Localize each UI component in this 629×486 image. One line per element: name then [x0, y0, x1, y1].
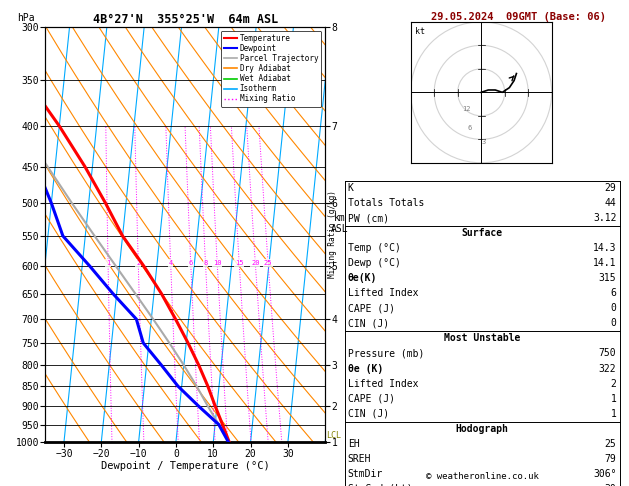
Text: Most Unstable: Most Unstable — [444, 333, 520, 344]
X-axis label: Dewpoint / Temperature (°C): Dewpoint / Temperature (°C) — [101, 461, 270, 471]
Text: 322: 322 — [599, 364, 616, 374]
Text: θe(K): θe(K) — [348, 273, 377, 283]
Text: K: K — [348, 183, 353, 193]
Text: 2: 2 — [611, 379, 616, 389]
Text: PW (cm): PW (cm) — [348, 213, 389, 224]
Text: Temp (°C): Temp (°C) — [348, 243, 401, 253]
Text: EH: EH — [348, 439, 360, 449]
Text: 3.12: 3.12 — [593, 213, 616, 224]
Text: 79: 79 — [604, 454, 616, 464]
Text: 10: 10 — [213, 260, 221, 266]
Text: Lifted Index: Lifted Index — [348, 288, 418, 298]
Text: 20: 20 — [251, 260, 260, 266]
Text: 1: 1 — [611, 394, 616, 404]
Text: 750: 750 — [599, 348, 616, 359]
Text: Surface: Surface — [462, 228, 503, 238]
Text: 3: 3 — [481, 139, 486, 145]
Text: 8: 8 — [203, 260, 208, 266]
Text: Totals Totals: Totals Totals — [348, 198, 424, 208]
Text: 1: 1 — [611, 409, 616, 419]
Text: 0: 0 — [611, 318, 616, 329]
Text: 6: 6 — [467, 125, 471, 131]
Text: 29.05.2024  09GMT (Base: 06): 29.05.2024 09GMT (Base: 06) — [431, 12, 606, 22]
Text: StmSpd (kt): StmSpd (kt) — [348, 484, 413, 486]
Text: 14.3: 14.3 — [593, 243, 616, 253]
Text: 25: 25 — [604, 439, 616, 449]
Text: 25: 25 — [264, 260, 272, 266]
Text: CAPE (J): CAPE (J) — [348, 303, 395, 313]
Text: SREH: SREH — [348, 454, 371, 464]
Text: 0: 0 — [611, 303, 616, 313]
Text: 6: 6 — [611, 288, 616, 298]
Text: 306°: 306° — [593, 469, 616, 479]
Text: Pressure (mb): Pressure (mb) — [348, 348, 424, 359]
Text: 2: 2 — [136, 260, 140, 266]
Text: 4: 4 — [169, 260, 173, 266]
Text: Lifted Index: Lifted Index — [348, 379, 418, 389]
Text: 1: 1 — [106, 260, 110, 266]
Text: Hodograph: Hodograph — [455, 424, 509, 434]
Text: Dewp (°C): Dewp (°C) — [348, 258, 401, 268]
Text: © weatheronline.co.uk: © weatheronline.co.uk — [426, 472, 538, 481]
Text: 15: 15 — [235, 260, 243, 266]
Text: 14.1: 14.1 — [593, 258, 616, 268]
Y-axis label: km
ASL: km ASL — [331, 213, 349, 235]
Text: CIN (J): CIN (J) — [348, 409, 389, 419]
Text: LCL: LCL — [326, 431, 342, 440]
Text: kt: kt — [415, 27, 425, 35]
Text: Mixing Ratio (g/kg): Mixing Ratio (g/kg) — [328, 191, 337, 278]
Text: 12: 12 — [462, 106, 471, 112]
Text: CIN (J): CIN (J) — [348, 318, 389, 329]
Text: 29: 29 — [604, 183, 616, 193]
Text: CAPE (J): CAPE (J) — [348, 394, 395, 404]
Title: 4B°27'N  355°25'W  64m ASL: 4B°27'N 355°25'W 64m ASL — [92, 13, 278, 26]
Legend: Temperature, Dewpoint, Parcel Trajectory, Dry Adiabat, Wet Adiabat, Isotherm, Mi: Temperature, Dewpoint, Parcel Trajectory… — [221, 31, 321, 106]
Text: 6: 6 — [189, 260, 193, 266]
Text: StmDir: StmDir — [348, 469, 383, 479]
Text: 30: 30 — [604, 484, 616, 486]
Text: θe (K): θe (K) — [348, 364, 383, 374]
Text: hPa: hPa — [18, 13, 35, 22]
Text: 44: 44 — [604, 198, 616, 208]
Text: 315: 315 — [599, 273, 616, 283]
